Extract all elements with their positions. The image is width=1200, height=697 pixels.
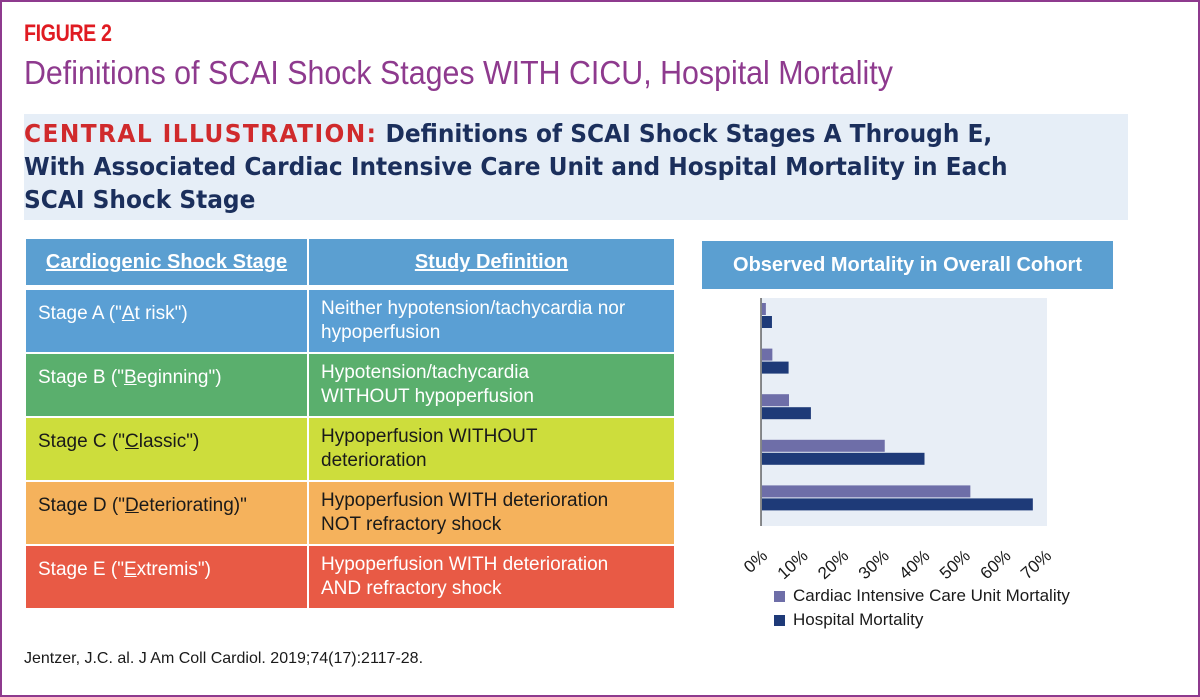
bar-stage-c-series-2 xyxy=(762,407,811,420)
central-illustration-banner: CENTRAL ILLUSTRATION: Definitions of SCA… xyxy=(24,114,1128,220)
x-tick-label: 20% xyxy=(814,546,852,580)
stage-cell: Stage B ("Beginning") xyxy=(26,354,309,416)
bar-stage-c-series-1 xyxy=(762,394,789,407)
legend-swatch xyxy=(774,590,785,602)
chart-legend: Cardiac Intensive Care Unit Mortality Ho… xyxy=(774,584,1070,632)
central-line-3: SCAI Shock Stage xyxy=(24,185,256,214)
bar-stage-e-series-1 xyxy=(762,485,971,498)
table-row: Stage A ("At risk") Neither hypotension/… xyxy=(26,290,674,354)
definition-cell: Hypoperfusion WITH deterioration AND refr… xyxy=(321,554,609,599)
table-row: Stage D ("Deteriorating)" Hypoperfusion … xyxy=(26,482,674,546)
figure-label: FIGURE 2 xyxy=(24,20,112,47)
central-line-1: Definitions of SCAI Shock Stages A Throu… xyxy=(385,119,993,148)
stage-cell: Stage C ("Classic") xyxy=(26,418,309,480)
header-definition: Study Definition xyxy=(414,251,569,273)
legend-label: Hospital Mortality xyxy=(793,610,924,629)
legend-label: Cardiac Intensive Care Unit Mortality xyxy=(793,586,1070,605)
figure-title: Definitions of SCAI Shock Stages WITH CI… xyxy=(24,54,893,91)
table-row: Stage B ("Beginning") Hypotension/tachyc… xyxy=(26,354,674,418)
table-row: Stage E ("Extremis") Hypoperfusion WITH … xyxy=(26,546,674,610)
central-line-2: With Associated Cardiac Intensive Care U… xyxy=(24,152,1008,181)
definition-cell: Hypoperfusion WITH deterioration NOT refr… xyxy=(321,490,609,535)
citation: Jentzer, J.C. al. J Am Coll Cardiol. 201… xyxy=(24,650,424,667)
mortality-bar-chart: 0% 10% 20% 30% 40% 50% 60% 70% xyxy=(740,298,1055,580)
legend-item-cicu: Cardiac Intensive Care Unit Mortality xyxy=(774,584,1070,608)
x-tick-label: 10% xyxy=(774,546,812,580)
bar-stage-a-series-2 xyxy=(762,316,772,328)
shock-stage-table: Cardiogenic Shock Stage Study Definition… xyxy=(26,239,674,610)
central-illustration-title: CENTRAL ILLUSTRATION: Definitions of SCA… xyxy=(24,117,1088,216)
bar-stage-b-series-2 xyxy=(762,361,789,374)
x-tick-label: 50% xyxy=(936,546,974,580)
stage-cell: Stage D ("Deteriorating)" xyxy=(26,482,309,544)
stage-cell: Stage E ("Extremis") xyxy=(26,546,309,608)
definition-cell: Hypoperfusion WITHOUT deterioration xyxy=(321,426,538,471)
bar-stage-a-series-1 xyxy=(762,303,766,315)
x-tick-label: 0% xyxy=(740,546,771,577)
legend-item-hospital: Hospital Mortality xyxy=(774,608,1070,632)
header-stage: Cardiogenic Shock Stage xyxy=(26,239,309,285)
central-prefix: CENTRAL ILLUSTRATION: xyxy=(24,119,378,148)
table-row: Stage C ("Classic") Hypoperfusion WITHOU… xyxy=(26,418,674,482)
bar-stage-b-series-1 xyxy=(762,348,773,361)
definition-cell: Neither hypotension/tachycardia nor hypop… xyxy=(321,298,626,343)
x-tick-label: 60% xyxy=(977,546,1015,580)
chart-title: Observed Mortality in Overall Cohort xyxy=(702,241,1113,289)
x-tick-label: 70% xyxy=(1017,546,1055,580)
legend-swatch xyxy=(774,614,785,626)
table-header-row: Cardiogenic Shock Stage Study Definition xyxy=(26,239,674,290)
bar-stage-d-series-1 xyxy=(762,439,885,452)
bar-stage-d-series-2 xyxy=(762,452,925,465)
bar-stage-e-series-2 xyxy=(762,498,1033,511)
stage-cell: Stage A ("At risk") xyxy=(26,290,309,352)
x-tick-label: 40% xyxy=(895,546,933,580)
x-tick-label: 30% xyxy=(855,546,893,580)
definition-cell: Hypotension/tachycardia WITHOUT hypoperfu… xyxy=(321,362,534,407)
